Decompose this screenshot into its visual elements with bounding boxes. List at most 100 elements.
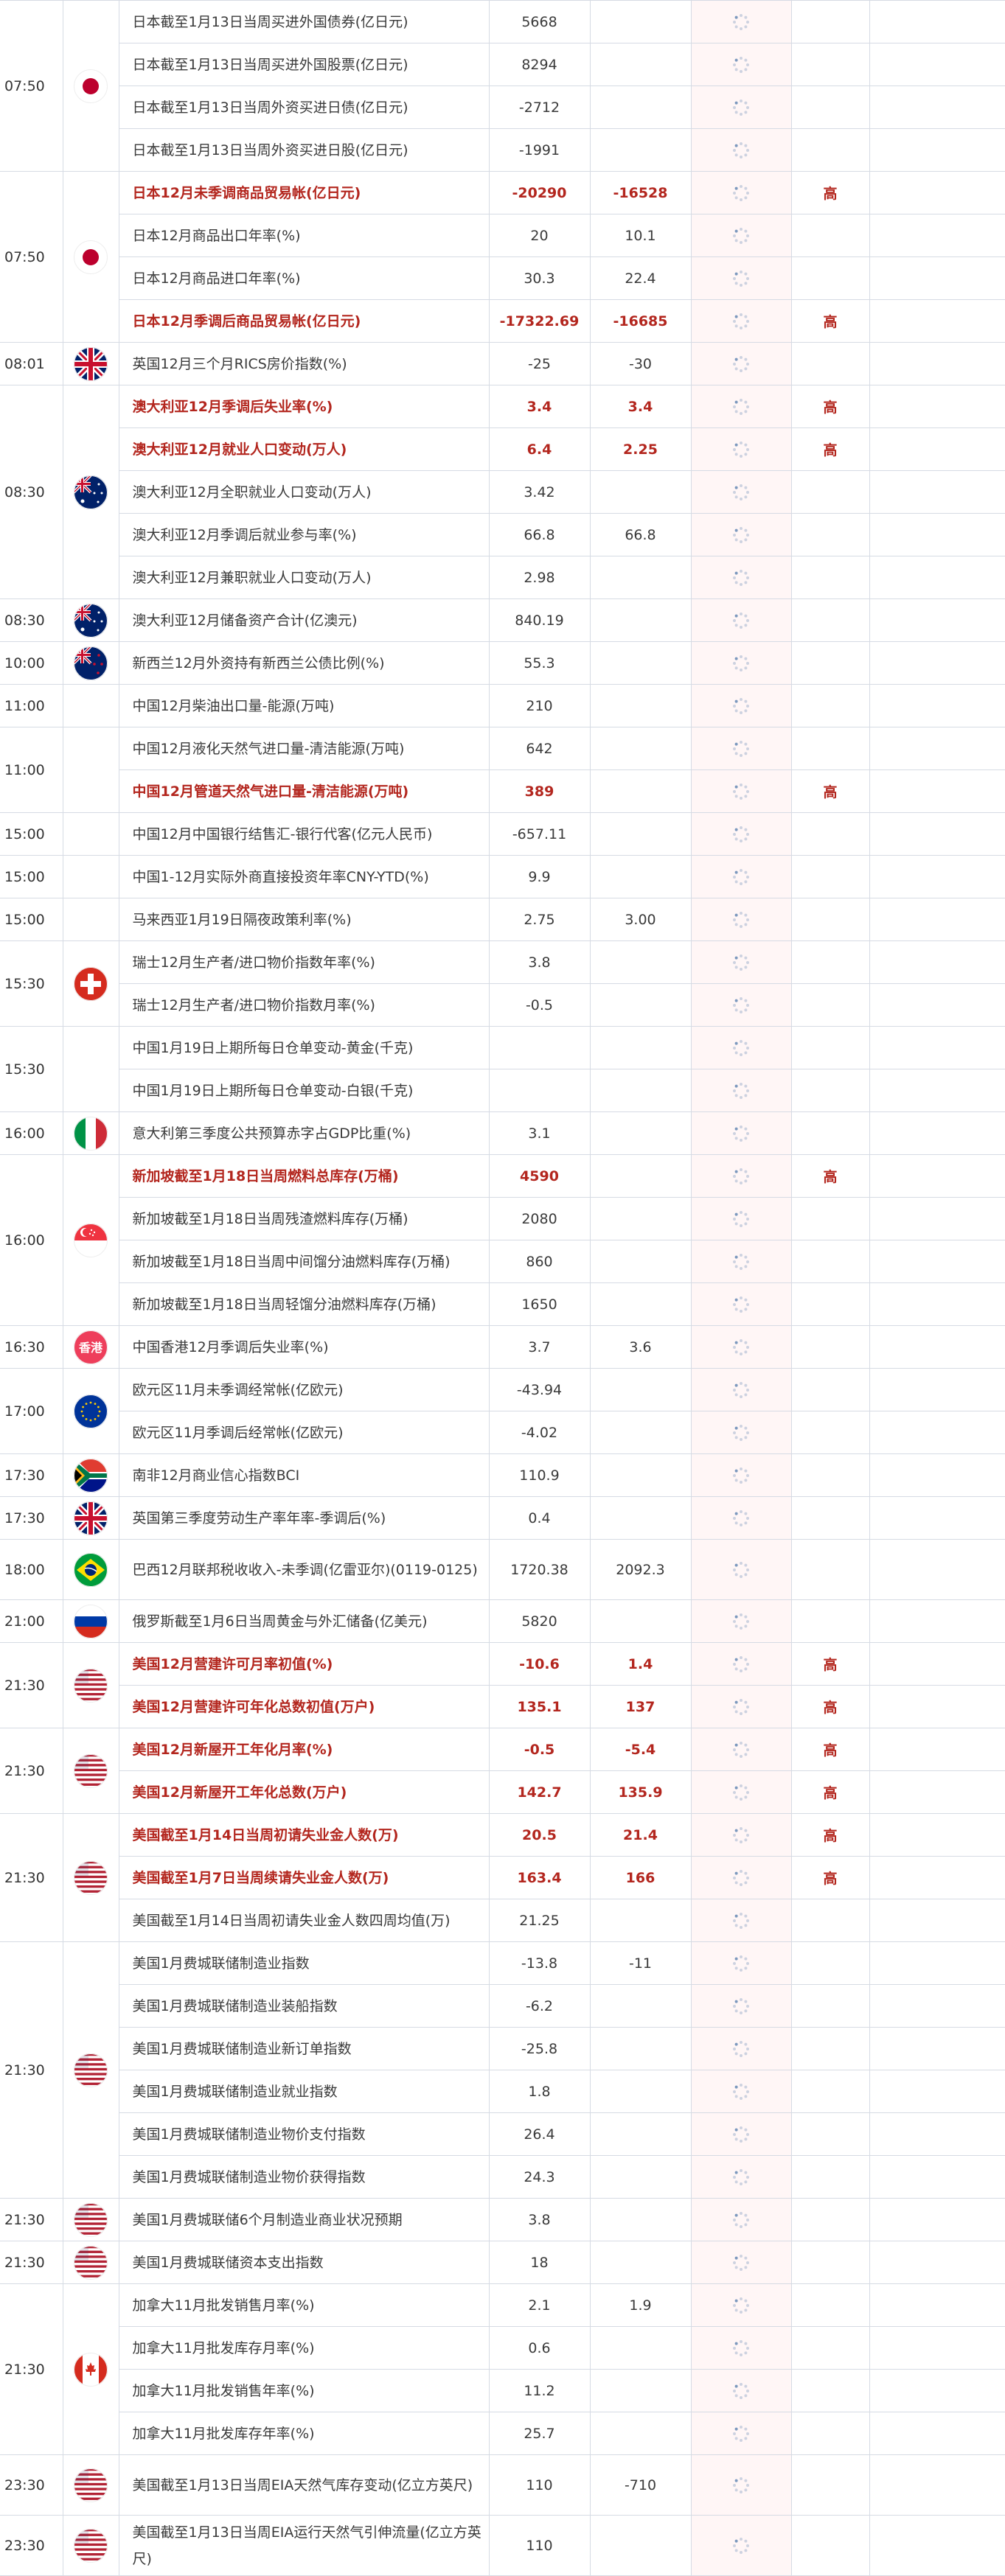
event-row[interactable]: 新加坡截至1月18日当周中间馏分油燃料库存(万桶) 860 xyxy=(0,1240,1005,1283)
event-name[interactable]: 美国12月营建许可年化总数初值(万户) xyxy=(118,1685,490,1728)
event-name[interactable]: 美国1月费城联储制造业物价获得指数 xyxy=(118,2155,490,2199)
event-row[interactable]: 08:30 澳大利亚12月季调后失业率(%) 3.4 3.4 高 xyxy=(0,385,1005,599)
event-name[interactable]: 瑞士12月生产者/进口物价指数年率(%) xyxy=(118,940,490,984)
event-name[interactable]: 日本12月季调后商品贸易帐(亿日元) xyxy=(118,299,490,343)
event-name[interactable]: 美国截至1月7日当周续请失业金人数(万) xyxy=(118,1856,490,1899)
event-name[interactable]: 澳大利亚12月就业人口变动(万人) xyxy=(118,427,490,471)
event-row[interactable]: 15:00 中国1-12月实际外商直接投资年率CNY-YTD(%) 9.9 xyxy=(0,855,1005,898)
event-name[interactable]: 加拿大11月批发库存年率(%) xyxy=(118,2412,490,2455)
event-name[interactable]: 欧元区11月季调后经常帐(亿欧元) xyxy=(118,1411,490,1454)
event-name[interactable]: 美国截至1月14日当周初请失业金人数(万) xyxy=(118,1813,490,1857)
event-name[interactable]: 日本12月商品出口年率(%) xyxy=(118,214,490,257)
event-row[interactable]: 17:00 欧元区11月未季调经常帐(亿欧元) -43.94 xyxy=(0,1368,1005,1454)
event-name[interactable]: 日本截至1月13日当周外资买进日股(亿日元) xyxy=(118,128,490,172)
event-name[interactable]: 日本12月商品进口年率(%) xyxy=(118,256,490,300)
event-name[interactable]: 英国第三季度劳动生产率年率-季调后(%) xyxy=(118,1496,490,1540)
event-name[interactable]: 美国1月费城联储制造业指数 xyxy=(118,1941,490,1985)
event-name[interactable]: 中国12月中国银行结售汇-银行代客(亿元人民币) xyxy=(118,812,490,856)
event-name[interactable]: 澳大利亚12月兼职就业人口变动(万人) xyxy=(118,556,490,599)
event-name[interactable]: 瑞士12月生产者/进口物价指数月率(%) xyxy=(118,983,490,1027)
event-row[interactable]: 中国12月管道天然气进口量-清洁能源(万吨) 389 高 xyxy=(0,769,1005,813)
event-name[interactable]: 澳大利亚12月储备资产合计(亿澳元) xyxy=(118,598,490,642)
event-name[interactable]: 新加坡截至1月18日当周残渣燃料库存(万桶) xyxy=(118,1197,490,1240)
event-row[interactable]: 欧元区11月季调后经常帐(亿欧元) -4.02 xyxy=(0,1411,1005,1454)
event-row[interactable]: 11:00 中国12月液化天然气进口量-清洁能源(万吨) 642 xyxy=(0,727,1005,813)
event-name[interactable]: 新加坡截至1月18日当周轻馏分油燃料库存(万桶) xyxy=(118,1282,490,1326)
event-name[interactable]: 澳大利亚12月季调后就业参与率(%) xyxy=(118,513,490,556)
event-name[interactable]: 新西兰12月外资持有新西兰公债比例(%) xyxy=(118,641,490,685)
event-row[interactable]: 16:00 新加坡截至1月18日当周燃料总库存(万桶) 4590 高 xyxy=(0,1154,1005,1326)
event-name[interactable]: 中国12月柴油出口量-能源(万吨) xyxy=(118,684,490,727)
event-row[interactable]: 23:30 美国截至1月13日当周EIA天然气库存变动(亿立方英尺) 110 -710 xyxy=(0,2454,1005,2516)
event-row[interactable]: 07:50 日本12月未季调商品贸易帐(亿日元) -20290 -16528 高 xyxy=(0,171,1005,343)
event-row[interactable]: 11:00 中国12月柴油出口量-能源(万吨) 210 xyxy=(0,684,1005,727)
event-row[interactable]: 21:30 加拿大11月批发销售月率(%) 2.1 1.9 xyxy=(0,2283,1005,2455)
event-name[interactable]: 中国1月19日上期所每日仓单变动-白银(千克) xyxy=(118,1069,490,1112)
event-row[interactable]: 21:30 美国截至1月14日当周初请失业金人数(万) 20.5 21.4 高 xyxy=(0,1813,1005,1942)
event-row[interactable]: 08:01 英国12月三个月RICS房价指数(%) -25 -30 xyxy=(0,342,1005,385)
event-row[interactable]: 21:30 美国12月营建许可月率初值(%) -10.6 1.4 高 xyxy=(0,1642,1005,1728)
event-row[interactable]: 21:00 俄罗斯截至1月6日当周黄金与外汇储备(亿美元) 5820 xyxy=(0,1599,1005,1643)
event-row[interactable]: 21:30 美国1月费城联储制造业指数 -13.8 -11 xyxy=(0,1941,1005,2199)
event-name[interactable]: 中国香港12月季调后失业率(%) xyxy=(118,1325,490,1369)
event-row[interactable]: 中国1月19日上期所每日仓单变动-白银(千克) xyxy=(0,1069,1005,1112)
event-row[interactable]: 16:00 意大利第三季度公共预算赤字占GDP比重(%) 3.1 xyxy=(0,1111,1005,1155)
event-row[interactable]: 17:30 英国第三季度劳动生产率年率-季调后(%) 0.4 xyxy=(0,1496,1005,1540)
event-name[interactable]: 新加坡截至1月18日当周燃料总库存(万桶) xyxy=(118,1154,490,1198)
event-row[interactable]: 美国1月费城联储制造业装船指数 -6.2 xyxy=(0,1984,1005,2028)
event-row[interactable]: 新加坡截至1月18日当周轻馏分油燃料库存(万桶) 1650 xyxy=(0,1282,1005,1326)
event-name[interactable]: 美国12月营建许可月率初值(%) xyxy=(118,1642,490,1686)
event-row[interactable]: 美国12月新屋开工年化总数(万户) 142.7 135.9 高 xyxy=(0,1770,1005,1814)
event-name[interactable]: 加拿大11月批发库存月率(%) xyxy=(118,2326,490,2370)
event-row[interactable]: 21:30 美国12月新屋开工年化月率(%) -0.5 -5.4 高 xyxy=(0,1728,1005,1814)
event-row[interactable]: 日本12月商品出口年率(%) 20 10.1 xyxy=(0,214,1005,257)
event-row[interactable]: 日本截至1月13日当周外资买进日债(亿日元) -2712 xyxy=(0,85,1005,129)
event-name[interactable]: 日本截至1月13日当周买进外国债券(亿日元) xyxy=(118,0,490,43)
event-name[interactable]: 日本截至1月13日当周买进外国股票(亿日元) xyxy=(118,43,490,86)
event-name[interactable]: 美国截至1月14日当周初请失业金人数四周均值(万) xyxy=(118,1899,490,1942)
event-name[interactable]: 马来西亚1月19日隔夜政策利率(%) xyxy=(118,898,490,941)
event-row[interactable]: 美国截至1月14日当周初请失业金人数四周均值(万) 21.25 xyxy=(0,1899,1005,1942)
event-row[interactable]: 23:30 美国截至1月13日当周EIA运行天然气引伸流量(亿立方英尺) 110 xyxy=(0,2515,1005,2576)
event-row[interactable]: 21:30 美国1月费城联储资本支出指数 18 xyxy=(0,2241,1005,2284)
event-row[interactable]: 15:00 马来西亚1月19日隔夜政策利率(%) 2.75 3.00 xyxy=(0,898,1005,941)
event-name[interactable]: 中国1月19日上期所每日仓单变动-黄金(千克) xyxy=(118,1026,490,1069)
event-name[interactable]: 澳大利亚12月季调后失业率(%) xyxy=(118,385,490,428)
event-row[interactable]: 美国1月费城联储制造业新订单指数 -25.8 xyxy=(0,2027,1005,2070)
event-row[interactable]: 17:30 南非12月商业信心指数BCI 110.9 xyxy=(0,1453,1005,1497)
event-row[interactable]: 美国1月费城联储制造业物价支付指数 26.4 xyxy=(0,2112,1005,2156)
event-name[interactable]: 日本12月未季调商品贸易帐(亿日元) xyxy=(118,171,490,214)
event-name[interactable]: 中国1-12月实际外商直接投资年率CNY-YTD(%) xyxy=(118,855,490,898)
event-row[interactable]: 瑞士12月生产者/进口物价指数月率(%) -0.5 xyxy=(0,983,1005,1027)
event-row[interactable]: 澳大利亚12月全职就业人口变动(万人) 3.42 xyxy=(0,470,1005,514)
event-name[interactable]: 美国12月新屋开工年化月率(%) xyxy=(118,1728,490,1771)
event-row[interactable]: 美国截至1月7日当周续请失业金人数(万) 163.4 166 高 xyxy=(0,1856,1005,1899)
event-name[interactable]: 美国1月费城联储制造业新订单指数 xyxy=(118,2027,490,2070)
event-row[interactable]: 15:30 瑞士12月生产者/进口物价指数年率(%) 3.8 xyxy=(0,940,1005,1027)
event-row[interactable]: 美国1月费城联储制造业就业指数 1.8 xyxy=(0,2070,1005,2113)
event-name[interactable]: 美国12月新屋开工年化总数(万户) xyxy=(118,1770,490,1814)
event-row[interactable]: 澳大利亚12月兼职就业人口变动(万人) 2.98 xyxy=(0,556,1005,599)
event-name[interactable]: 美国1月费城联储制造业物价支付指数 xyxy=(118,2112,490,2156)
event-row[interactable]: 08:30 澳大利亚12月储备资产合计(亿澳元) 840.19 xyxy=(0,598,1005,642)
event-row[interactable]: 21:30 美国1月费城联储6个月制造业商业状况预期 3.8 xyxy=(0,2198,1005,2241)
event-name[interactable]: 美国1月费城联储6个月制造业商业状况预期 xyxy=(118,2198,490,2241)
event-name[interactable]: 南非12月商业信心指数BCI xyxy=(118,1453,490,1497)
event-name[interactable]: 新加坡截至1月18日当周中间馏分油燃料库存(万桶) xyxy=(118,1240,490,1283)
event-name[interactable]: 俄罗斯截至1月6日当周黄金与外汇储备(亿美元) xyxy=(118,1599,490,1643)
event-row[interactable]: 15:30 中国1月19日上期所每日仓单变动-黄金(千克) xyxy=(0,1026,1005,1112)
event-name[interactable]: 美国1月费城联储制造业装船指数 xyxy=(118,1984,490,2028)
event-row[interactable]: 16:30 香港 中国香港12月季调后失业率(%) 3.7 3.6 xyxy=(0,1325,1005,1369)
event-name[interactable]: 巴西12月联邦税收收入-未季调(亿雷亚尔)(0119-0125) xyxy=(118,1539,490,1600)
event-row[interactable]: 日本截至1月13日当周买进外国股票(亿日元) 8294 xyxy=(0,43,1005,86)
event-name[interactable]: 美国1月费城联储制造业就业指数 xyxy=(118,2070,490,2113)
event-name[interactable]: 加拿大11月批发销售年率(%) xyxy=(118,2369,490,2412)
event-row[interactable]: 10:00 新西兰12月外资持有新西兰公债比例(%) 55.3 xyxy=(0,641,1005,685)
event-row[interactable]: 美国12月营建许可年化总数初值(万户) 135.1 137 高 xyxy=(0,1685,1005,1728)
event-row[interactable]: 澳大利亚12月季调后就业参与率(%) 66.8 66.8 xyxy=(0,513,1005,556)
event-name[interactable]: 澳大利亚12月全职就业人口变动(万人) xyxy=(118,470,490,514)
event-row[interactable]: 日本12月商品进口年率(%) 30.3 22.4 xyxy=(0,256,1005,300)
event-name[interactable]: 加拿大11月批发销售月率(%) xyxy=(118,2283,490,2327)
event-name[interactable]: 日本截至1月13日当周外资买进日债(亿日元) xyxy=(118,85,490,129)
event-name[interactable]: 中国12月液化天然气进口量-清洁能源(万吨) xyxy=(118,727,490,770)
